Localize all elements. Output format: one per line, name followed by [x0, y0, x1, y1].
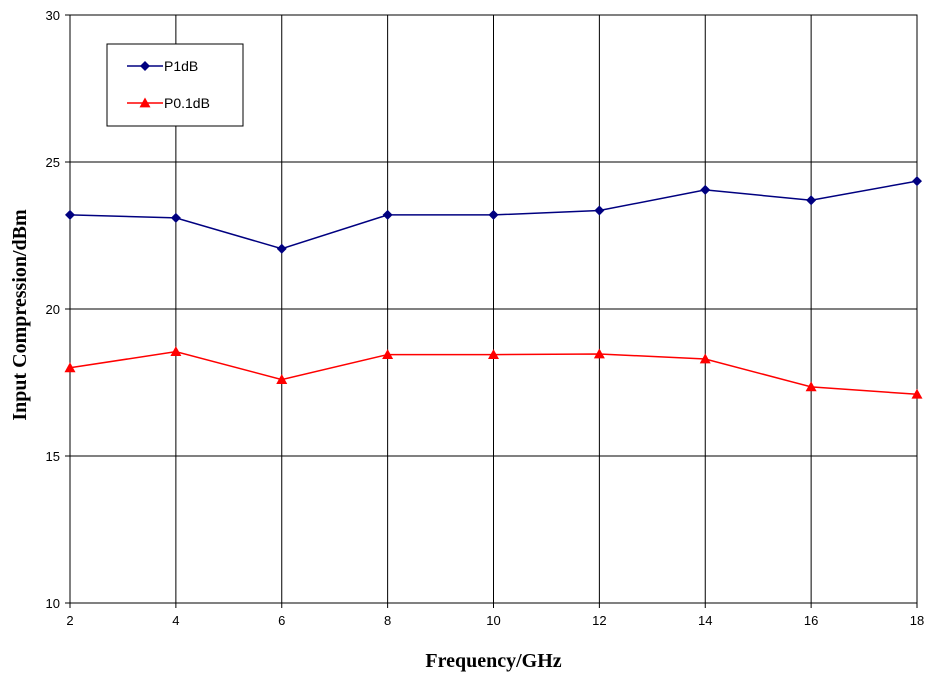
- x-tick-label: 4: [172, 613, 179, 628]
- x-tick-label: 18: [910, 613, 924, 628]
- x-axis-ticks: 2 4 6 8 10 12 14 16 18: [66, 603, 924, 628]
- y-axis-ticks: 10 15 20 25 30: [46, 8, 70, 611]
- legend-marker: [140, 61, 150, 71]
- x-tick-label: 14: [698, 613, 712, 628]
- data-point-p1db: [806, 195, 817, 206]
- series-group: [64, 176, 923, 399]
- y-tick-label: 20: [46, 302, 60, 317]
- x-tick-label: 16: [804, 613, 818, 628]
- data-point-p0-1db: [488, 349, 499, 359]
- x-tick-label: 8: [384, 613, 391, 628]
- legend-label: P0.1dB: [164, 95, 210, 111]
- data-point-p1db: [276, 243, 287, 254]
- y-tick-label: 25: [46, 155, 60, 170]
- y-tick-label: 10: [46, 596, 60, 611]
- legend: P1dB P0.1dB: [106, 43, 244, 127]
- y-tick-label: 30: [46, 8, 60, 23]
- x-tick-label: 12: [592, 613, 606, 628]
- data-point-p0-1db: [382, 349, 394, 359]
- series-p1db: [65, 176, 922, 254]
- x-tick-label: 10: [486, 613, 500, 628]
- data-point-p0-1db: [699, 353, 711, 364]
- data-point-p0-1db: [170, 346, 182, 357]
- data-point-p0-1db: [911, 388, 923, 399]
- legend-item-p0-1db: P0.1dB: [127, 95, 210, 111]
- data-point-p1db: [65, 209, 75, 220]
- data-point-p0-1db: [64, 362, 76, 373]
- data-point-p0-1db: [276, 374, 288, 384]
- y-axis-title: Input Compression/dBm: [9, 209, 31, 421]
- x-tick-label: 2: [66, 613, 73, 628]
- data-point-p1db: [170, 212, 181, 223]
- y-tick-label: 15: [46, 449, 60, 464]
- series-p0-1db: [64, 346, 923, 399]
- x-tick-label: 6: [278, 613, 285, 628]
- legend-item-p1db: P1dB: [127, 58, 198, 74]
- data-point-p1db: [912, 176, 922, 187]
- data-point-p0-1db: [593, 348, 605, 359]
- x-axis-title: Frequency/GHz: [425, 650, 561, 672]
- legend-box: [106, 43, 244, 127]
- legend-marker: [139, 97, 151, 108]
- data-point-p0-1db: [805, 381, 817, 392]
- data-point-p1db: [382, 209, 393, 220]
- data-point-p1db: [700, 184, 711, 195]
- legend-label: P1dB: [164, 58, 198, 74]
- data-point-p1db: [594, 205, 605, 216]
- data-point-p1db: [488, 209, 499, 220]
